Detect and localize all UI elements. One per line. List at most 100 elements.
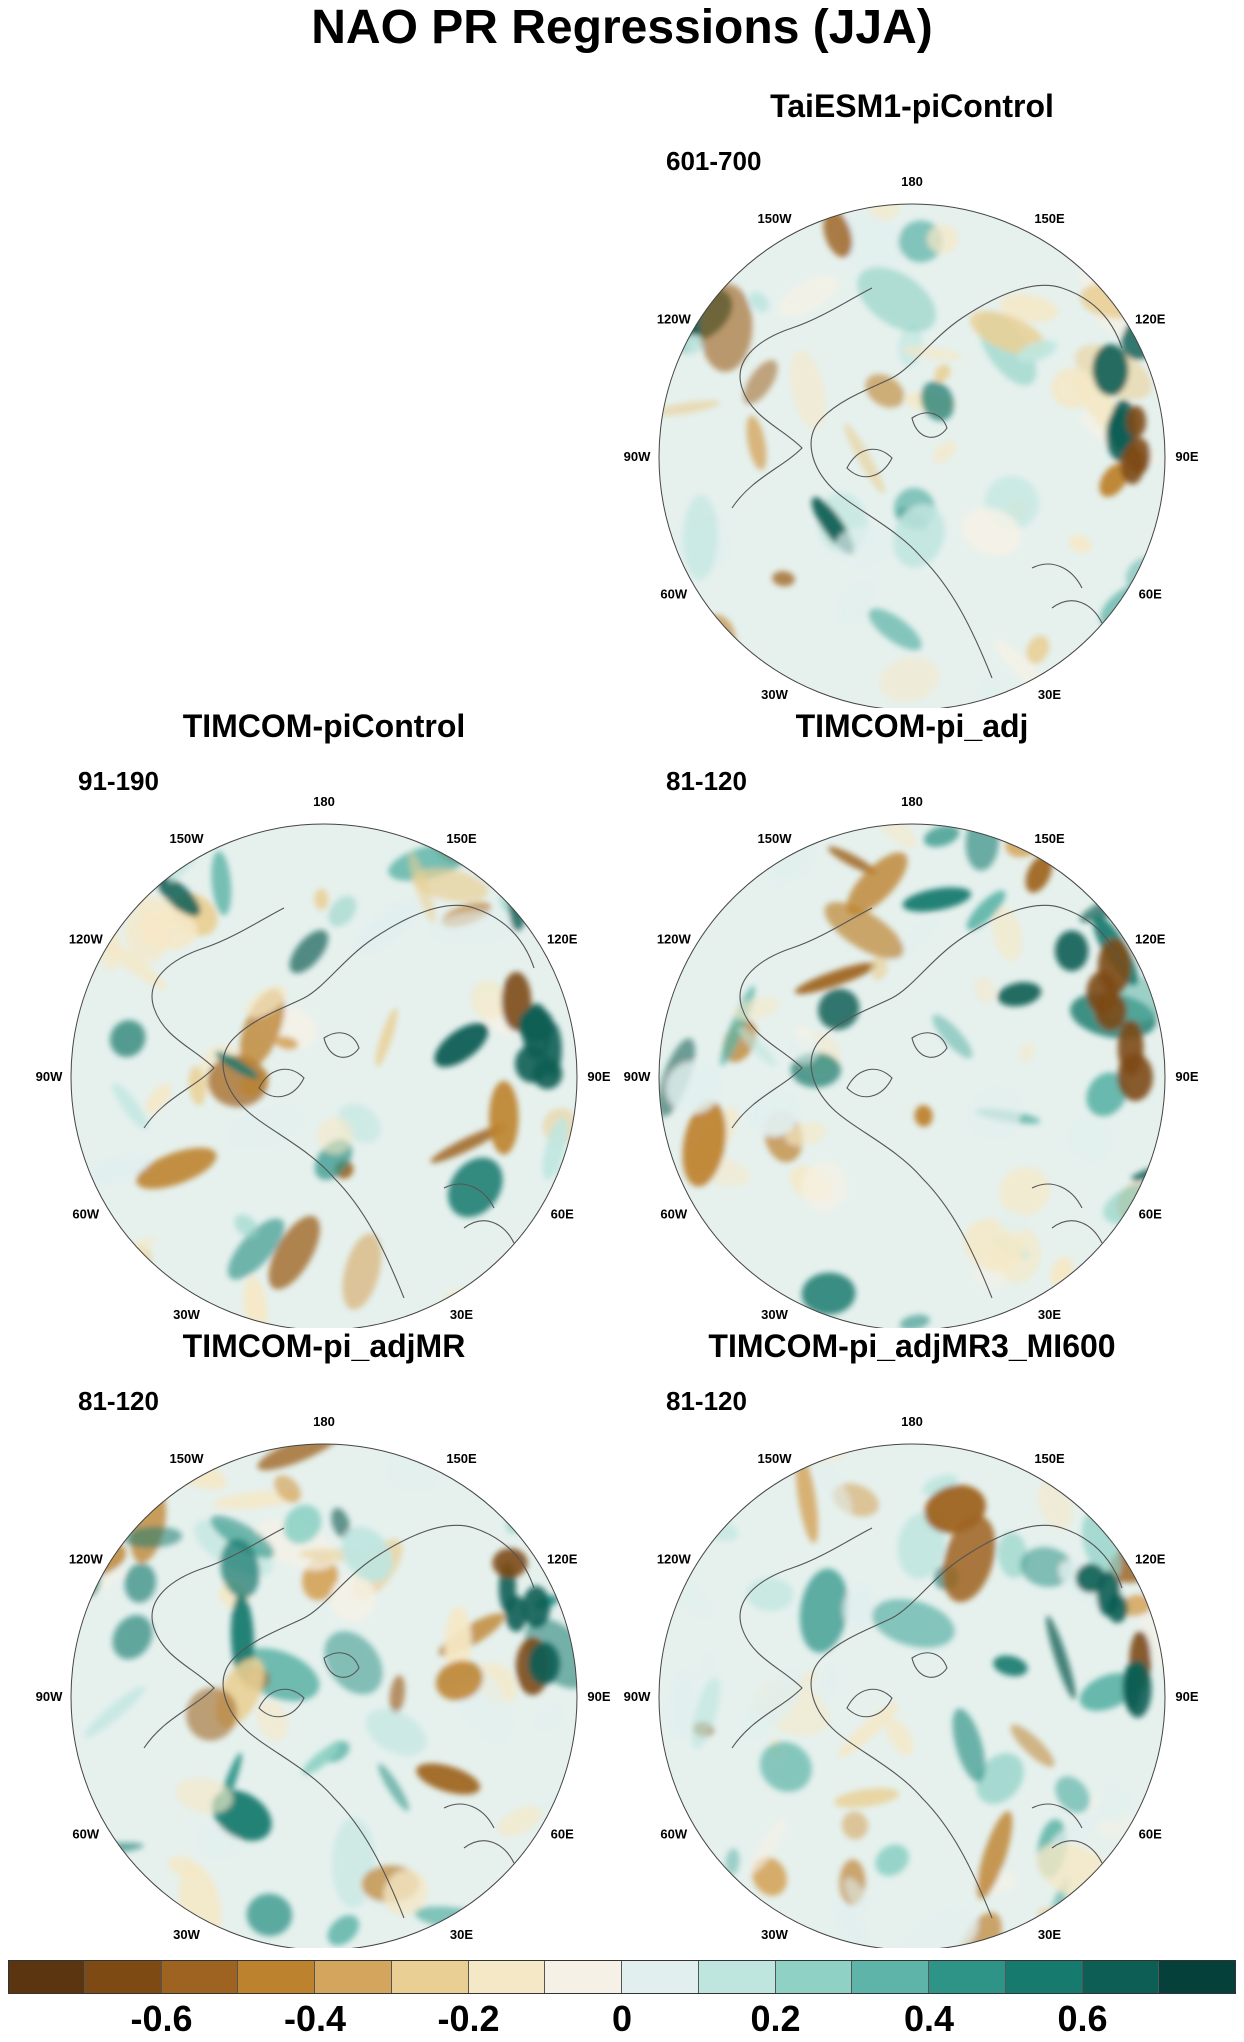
map-boundary [658, 203, 1166, 708]
shading-patch [795, 1452, 819, 1544]
shading-patch [1025, 854, 1053, 893]
shading-patch [1010, 1724, 1055, 1768]
shading-patch [331, 1508, 351, 1539]
shading-patch [314, 888, 329, 911]
shading-patch [961, 507, 1022, 556]
shading-patch [790, 1035, 820, 1064]
panel-timcom-pi-adjmr3-mi600: TIMCOM-pi_adjMR3_MI600 81-120 180 150E 120E 9… [612, 1328, 1212, 1948]
shading-patch [274, 1475, 301, 1503]
shading-patch [389, 1675, 406, 1714]
longitude-label: 30E [450, 1927, 473, 1942]
shading-patch [1086, 1072, 1127, 1117]
shading-patch [220, 1538, 260, 1599]
longitude-label: 150E [446, 831, 477, 846]
longitude-label: 120E [1135, 312, 1166, 327]
longitude-label: 150W [170, 831, 205, 846]
longitude-label: 30W [761, 687, 788, 702]
colorbar-tick-label: -0.6 [130, 1998, 193, 2039]
shading-patch [952, 1708, 986, 1783]
shading-patch [522, 1585, 551, 1628]
shading-patch [1052, 1278, 1104, 1299]
shading-patch [942, 1515, 996, 1603]
longitude-label: 30E [1038, 1927, 1061, 1942]
shading-patch [1120, 1594, 1153, 1616]
colorbar-swatch [8, 1960, 85, 1994]
shading-patch [665, 1477, 706, 1492]
shading-patch [327, 1915, 359, 1946]
shading-patch [690, 1263, 750, 1292]
longitude-label: 150W [758, 211, 793, 226]
shading-patch [71, 1901, 122, 1948]
shading-patch [997, 1210, 1028, 1235]
shading-patch [844, 423, 885, 495]
colorbar-swatch [1005, 1960, 1083, 1994]
longitude-label: 60W [72, 1827, 99, 1842]
polar-stereographic-map: 180150E120E90E60E30E030W60W90W120W150W [624, 1414, 1199, 1948]
shading-patch [1063, 1444, 1094, 1467]
longitude-label: 180 [901, 794, 923, 809]
shading-patch [838, 582, 873, 624]
shading-patch [974, 976, 996, 1004]
panel-title: TIMCOM-pi_adjMR [182, 1328, 466, 1364]
shading-patch [998, 1166, 1050, 1217]
longitude-label: 180 [901, 1414, 923, 1429]
shading-patch [659, 670, 706, 700]
longitude-label: 90W [624, 1069, 651, 1084]
longitude-label: 120W [657, 1552, 692, 1567]
shading-patch [1133, 1500, 1164, 1552]
shading-patch [341, 1526, 393, 1582]
coastlines [143, 1524, 535, 1919]
panel-period-label: 81-120 [78, 1386, 159, 1416]
longitude-label: 30W [173, 1307, 200, 1322]
shading-patch [1079, 1672, 1137, 1711]
shading-patch [659, 860, 704, 896]
shading-patch [834, 1788, 900, 1808]
shading-patch [932, 440, 957, 464]
polar-stereographic-map: 180150E120E90E60E30E030W60W90W120W150W [36, 1414, 611, 1948]
colorbar [8, 1960, 1236, 1994]
shading-patch [365, 1708, 427, 1756]
shading-patch [188, 1066, 206, 1106]
shading-patch [215, 1051, 259, 1080]
shading-patch [1017, 340, 1057, 363]
colorbar-swatch [852, 1960, 929, 1994]
longitude-label: 60E [551, 1207, 574, 1222]
shading-patch [682, 1100, 726, 1187]
shading-patch [999, 293, 1059, 323]
shading-patch [1051, 367, 1094, 409]
shading-patch [1097, 208, 1125, 240]
shading-patch [902, 887, 972, 912]
colorbar-swatch [161, 1960, 239, 1994]
shading-patch [136, 1147, 217, 1189]
shading-patch [112, 1615, 153, 1660]
shading-patch [897, 1512, 945, 1579]
shading-patch [81, 1444, 119, 1487]
shading-patch [528, 1444, 575, 1526]
shading-patch [522, 1003, 551, 1060]
longitude-label: 90E [1175, 449, 1198, 464]
longitude-label: 180 [901, 174, 923, 189]
longitude-label: 120W [69, 1552, 104, 1567]
panel-period-label: 81-120 [666, 766, 747, 796]
shading-patch [124, 1563, 157, 1603]
colorbar-tick-label: 0.4 [903, 1998, 955, 2039]
shading-patch [899, 1314, 930, 1328]
shading-patch [416, 1763, 481, 1795]
colorbar-swatch [468, 1960, 546, 1994]
panel-title: TaiESM1-piControl [770, 88, 1054, 124]
shading-patch [871, 1599, 955, 1648]
panel-period-label: 601-700 [666, 146, 762, 176]
shading-patch [1123, 1478, 1165, 1534]
shading-patch [667, 1671, 700, 1739]
longitude-label: 60W [660, 1207, 687, 1222]
longitude-label: 120E [1135, 932, 1166, 947]
shading-patch [110, 824, 153, 886]
shading-patch [246, 1893, 293, 1937]
shading-patch [1068, 1118, 1110, 1160]
longitude-label: 150E [446, 1451, 477, 1466]
shading-patch [1096, 1571, 1121, 1617]
longitude-label: 120W [657, 312, 692, 327]
shading-patch [835, 1902, 869, 1948]
shading-patch [772, 571, 795, 587]
shading-patch [444, 1606, 472, 1679]
